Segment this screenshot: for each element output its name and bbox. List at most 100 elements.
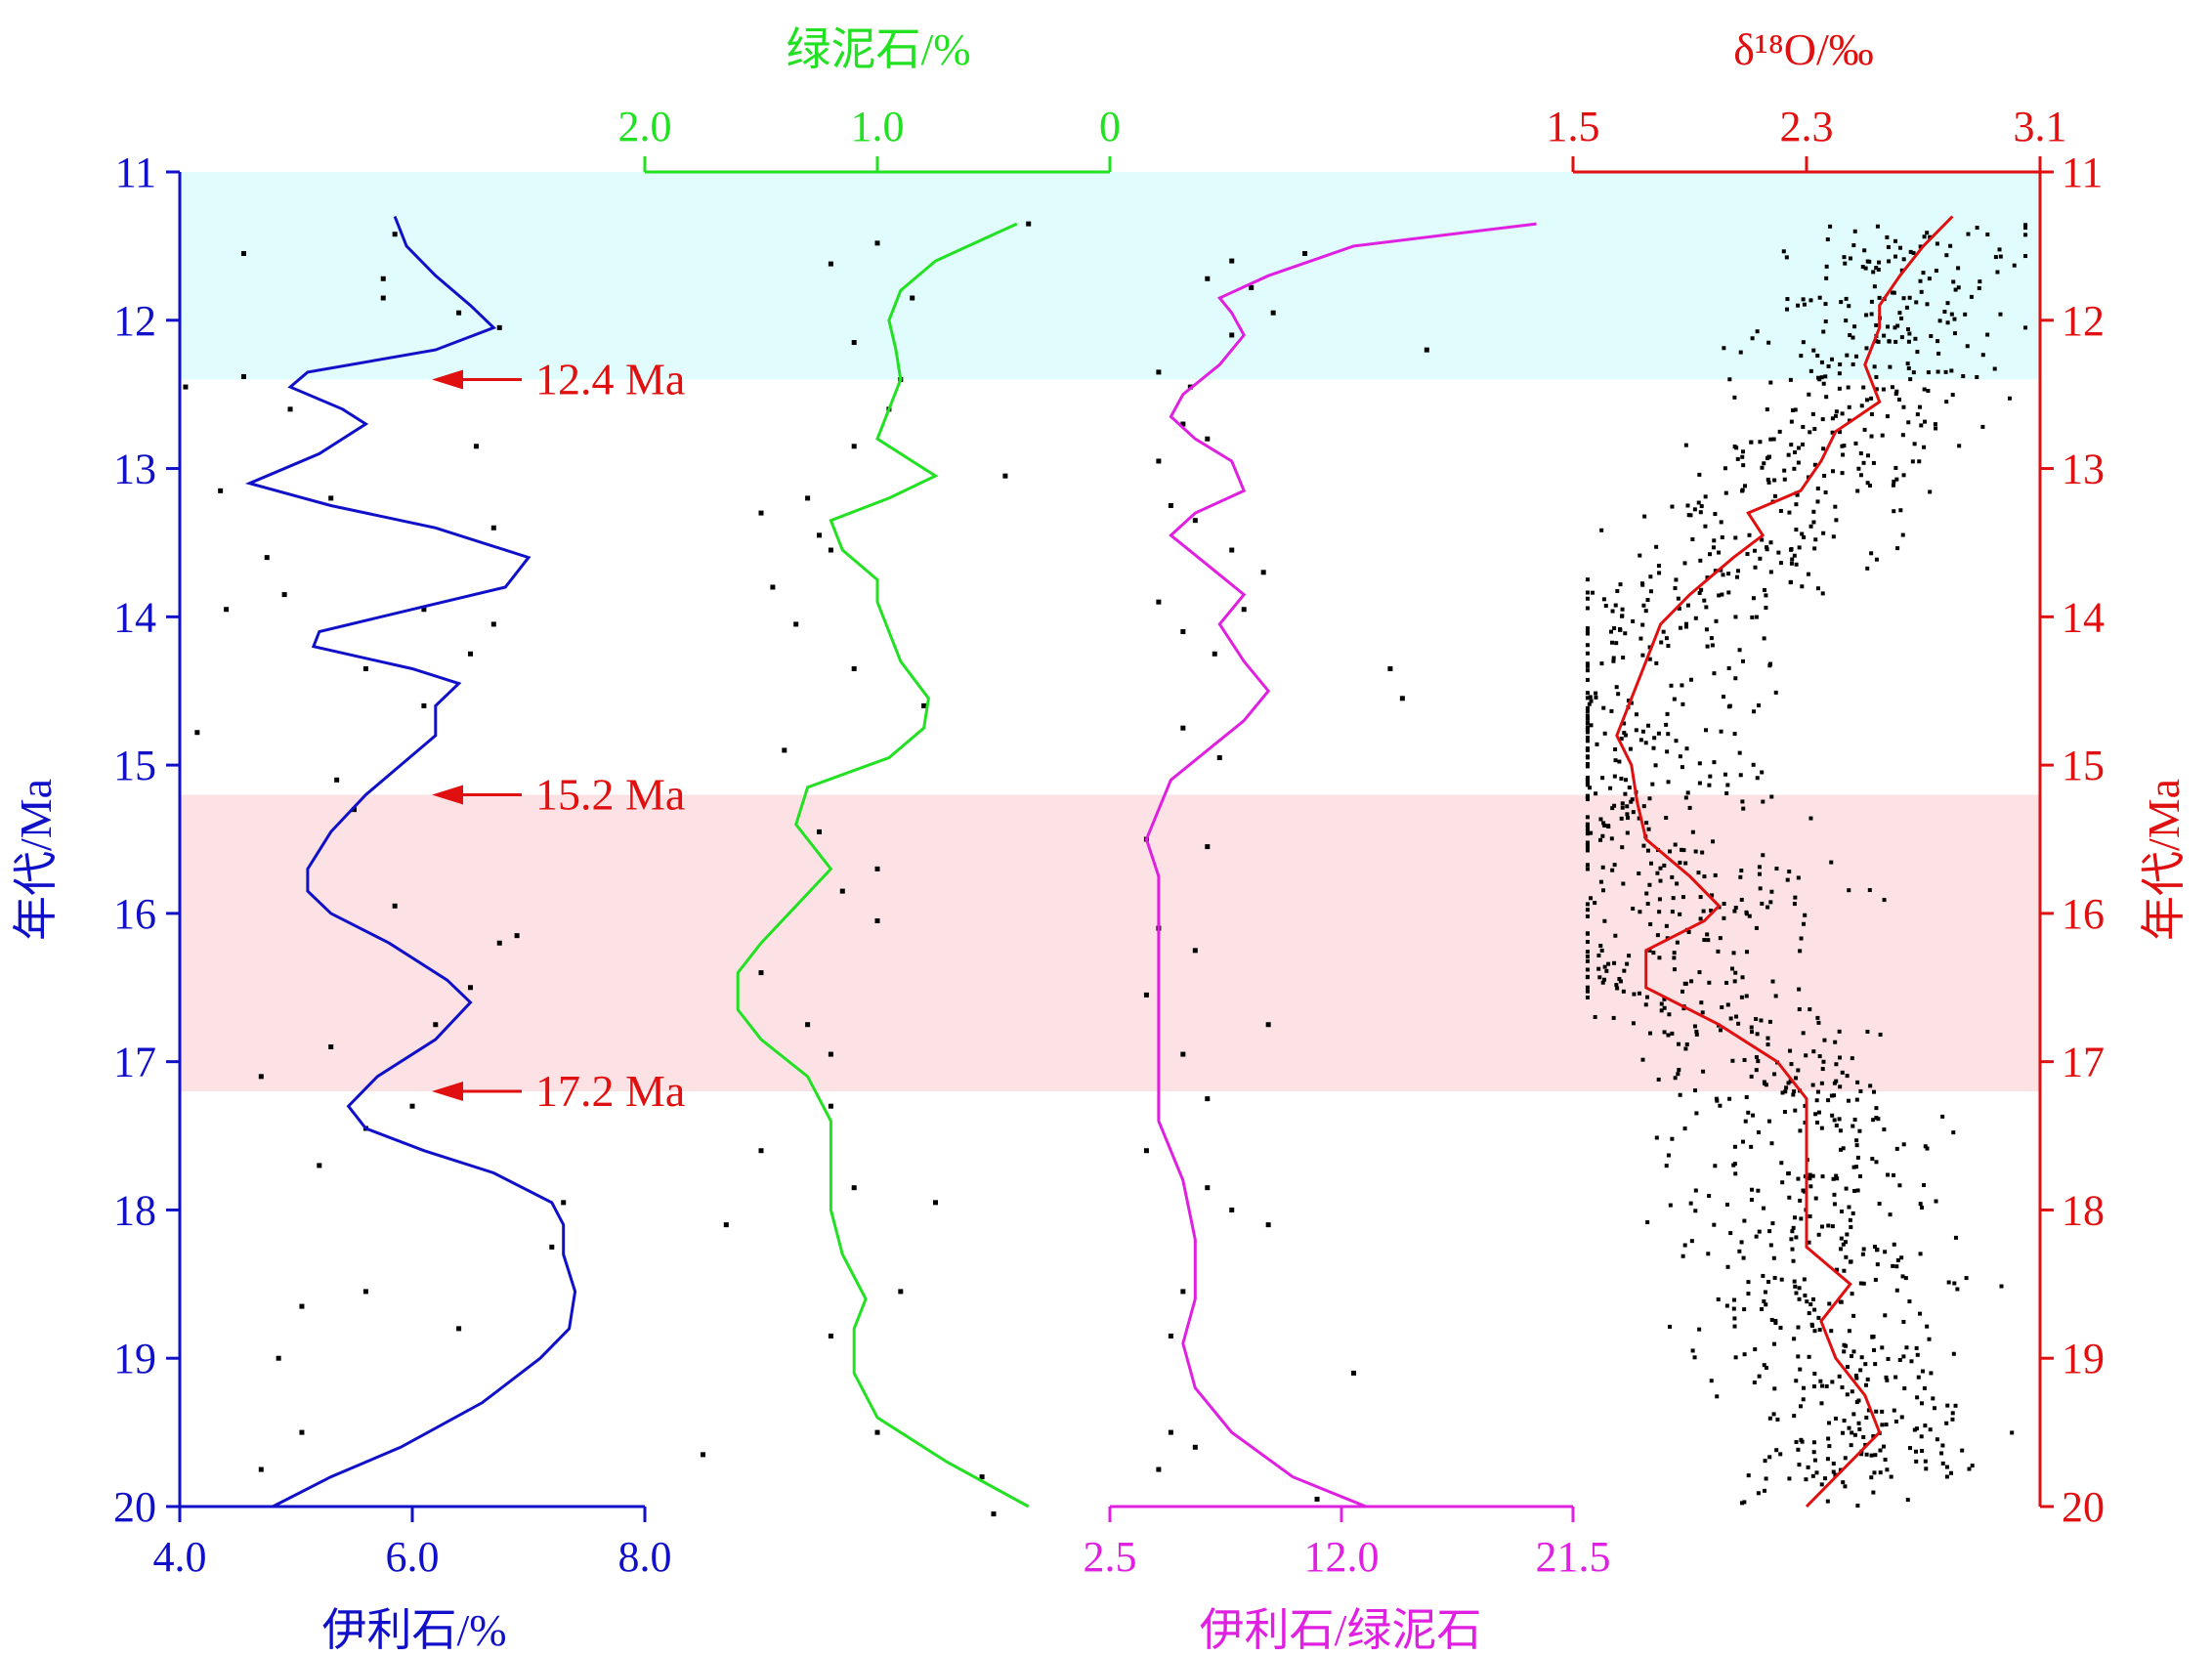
d18o-point-1091 (1792, 553, 1797, 558)
d18o-point-162 (1923, 1423, 1928, 1428)
d18o-point-1199 (1740, 1139, 1745, 1144)
scatter-point-illite-22 (334, 777, 340, 783)
d18o-point-586 (1789, 561, 1794, 566)
d18o-point-11 (1732, 909, 1737, 913)
d18o-point-77 (1585, 590, 1590, 595)
d18o-point-151 (1923, 1459, 1928, 1464)
d18o-point-1273 (1978, 279, 1982, 284)
d18o-point-21 (1824, 1383, 1829, 1388)
d18o-point-654 (1913, 1449, 1918, 1454)
d18o-point-365 (1651, 951, 1656, 956)
d18o-point-933 (1901, 473, 1906, 478)
d18o-point-65 (1668, 1203, 1673, 1208)
d18o-point-269 (1944, 1465, 1949, 1469)
d18o-point-450 (1801, 1031, 1806, 1036)
d18o-point-661 (1873, 1277, 1878, 1282)
d18o-point-299 (1750, 1030, 1755, 1035)
d18o-point-258 (1798, 1128, 1803, 1133)
d18o-point-1295 (1795, 492, 1800, 497)
d18o-point-1198 (1674, 739, 1679, 744)
d18o-point-511 (1859, 1452, 1864, 1457)
d18o-point-1139 (1803, 1293, 1808, 1297)
d18o-point-1126 (1901, 296, 1906, 301)
d18o-point-488 (1838, 430, 1843, 435)
d18o-point-203 (1827, 1444, 1832, 1449)
d18o-point-115 (1692, 507, 1697, 512)
scatter-point-illite_chlorite_ratio-23 (1216, 755, 1222, 761)
d18o-point-603 (1821, 531, 1826, 535)
d18o-point-241 (1684, 746, 1689, 751)
d18o-point-377 (1646, 723, 1651, 728)
scatter-point-illite_chlorite_ratio-33 (1205, 1185, 1211, 1191)
d18o-point-1277 (1724, 980, 1729, 985)
d18o-point-1158 (1749, 1187, 1754, 1192)
d18o-point-166 (1803, 913, 1808, 917)
d18o-point-231 (1815, 1015, 1820, 1020)
d18o-point-1076 (1697, 472, 1702, 477)
scatter-point-chlorite-13 (770, 584, 776, 590)
d18o-point-691 (1811, 520, 1816, 525)
d18o-point-689 (1764, 593, 1768, 598)
scatter-point-chlorite-3 (910, 295, 915, 301)
d18o-point-955 (1869, 396, 1874, 401)
d18o-point-619 (1820, 1383, 1825, 1388)
scatter-point-chlorite-29 (723, 1222, 729, 1228)
d18o-point-256 (1833, 1040, 1838, 1044)
d18o-point-92 (1830, 357, 1835, 361)
d18o-point-1065 (1602, 731, 1607, 736)
d18o-point-563 (1816, 1232, 1821, 1237)
d18o-point-543 (1926, 370, 1931, 375)
d18o-point-107 (1844, 1254, 1849, 1259)
d18o-point-186 (1844, 296, 1849, 301)
y-tick-label-right-12: 12 (2062, 297, 2105, 345)
scatter-point-illite_chlorite_ratio-12 (1168, 503, 1173, 508)
scatter-point-illite-30 (258, 1074, 264, 1080)
d18o-point-716 (1656, 564, 1661, 569)
d18o-point-588 (1738, 773, 1743, 778)
d18o-point-74 (1832, 1081, 1837, 1085)
d18o-point-272 (1796, 446, 1801, 450)
d18o-point-405 (1880, 1423, 1885, 1427)
d18o-point-248 (1619, 816, 1624, 821)
d18o-point-602 (1792, 902, 1797, 907)
d18o-point-84 (1874, 374, 1879, 379)
d18o-point-148 (1871, 1490, 1876, 1495)
d18o-point-326 (1843, 1484, 1848, 1489)
d18o-point-382 (1683, 624, 1688, 629)
d18o-point-945 (1977, 285, 1981, 290)
d18o-point-184 (1670, 910, 1675, 914)
d18o-point-265 (1788, 1079, 1793, 1083)
d18o-point-418 (1877, 260, 1882, 265)
d18o-point-204 (1793, 407, 1798, 412)
d18o-point-1172 (1747, 532, 1752, 537)
d18o-point-833 (1842, 1419, 1847, 1423)
d18o-point-390 (1604, 968, 1609, 973)
d18o-point-448 (1808, 1176, 1812, 1181)
d18o-point-78 (1732, 1316, 1737, 1321)
d18o-point-1209 (1732, 1297, 1737, 1302)
d18o-point-942 (1811, 1440, 1816, 1445)
d18o-point-555 (1871, 460, 1876, 465)
d18o-point-569 (1960, 1448, 1965, 1453)
scatter-point-illite_chlorite_ratio-4 (1270, 310, 1276, 316)
d18o-point-380 (1690, 1348, 1695, 1353)
d18o-point-282 (1693, 1088, 1698, 1093)
d18o-point-205 (1819, 1081, 1824, 1085)
d18o-point-1018 (1944, 253, 1949, 258)
scatter-point-chlorite-21 (874, 917, 880, 923)
d18o-point-1233 (1634, 728, 1638, 733)
d18o-point-358 (1923, 1144, 1928, 1149)
d18o-point-1282 (1658, 866, 1663, 871)
d18o-point-194 (1585, 908, 1590, 913)
d18o-point-815 (1900, 532, 1905, 537)
d18o-point-1050 (1741, 1255, 1746, 1260)
scatter-point-illite_chlorite_ratio-21 (1399, 696, 1405, 701)
d18o-point-1169 (1585, 824, 1590, 828)
d18o-point-13 (1743, 1119, 1748, 1124)
d18o-point-774 (1796, 875, 1801, 880)
d18o-point-1207 (1732, 732, 1737, 737)
scatter-point-illite_chlorite_ratio-10 (1205, 436, 1211, 442)
d18o-point-1060 (1713, 1164, 1718, 1168)
d18o-point-169 (1796, 1068, 1801, 1073)
shaded-bands (180, 172, 2040, 1092)
